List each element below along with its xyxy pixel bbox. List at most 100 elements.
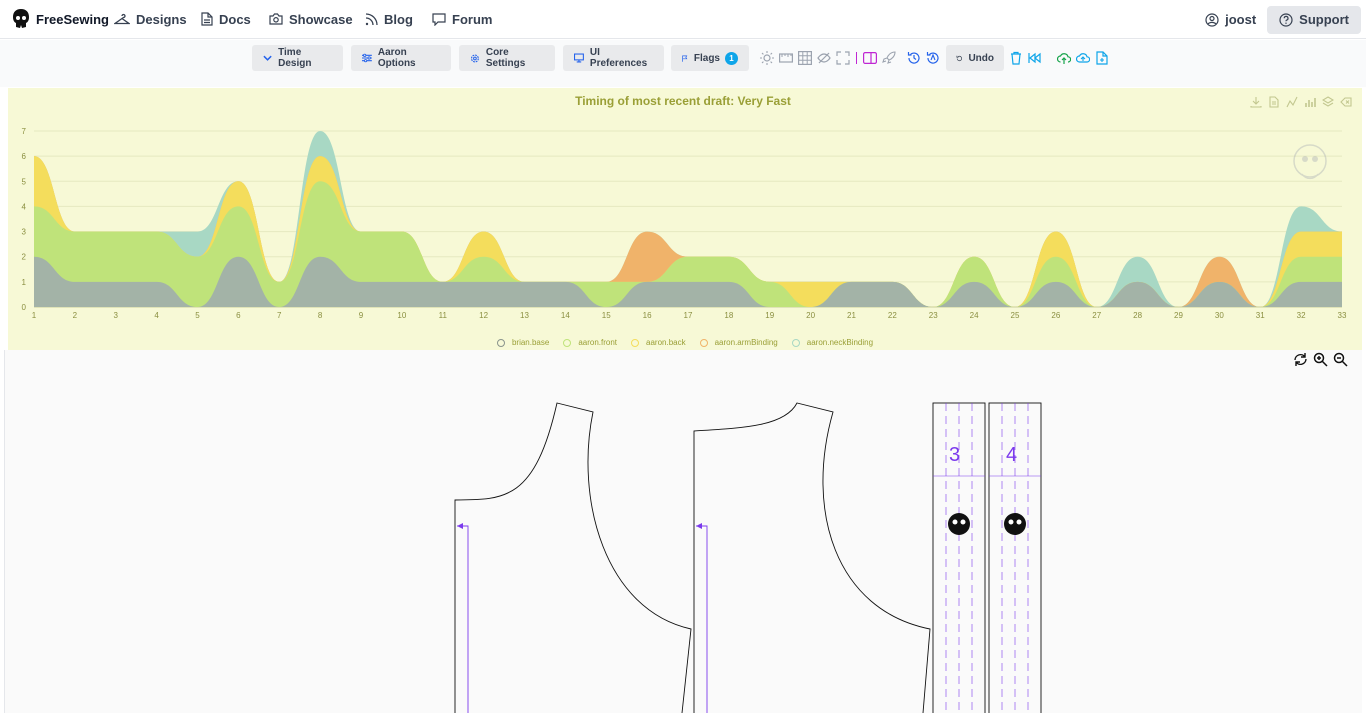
chevron-down-icon (263, 55, 272, 61)
data-view-icon[interactable] (1268, 96, 1280, 108)
undo-label: Undo (968, 52, 994, 64)
arm-binding-piece[interactable] (932, 402, 986, 713)
nav-docs-label: Docs (219, 11, 251, 27)
x-tick-label: 6 (236, 311, 241, 320)
download-icon[interactable] (1250, 96, 1262, 108)
legend-marker-icon (563, 338, 572, 347)
legend-label: brian.base (511, 338, 550, 347)
x-tick-label: 33 (1338, 311, 1347, 320)
area-series-aaron-front[interactable] (34, 181, 1342, 307)
monitor-icon (574, 53, 584, 63)
x-tick-label: 26 (1051, 311, 1060, 320)
nav-showcase[interactable]: Showcase (269, 12, 353, 27)
binding-3-label: 3 (949, 444, 961, 466)
neck-binding-piece[interactable] (988, 402, 1042, 713)
document-add-icon[interactable] (1095, 51, 1109, 65)
x-tick-label: 31 (1256, 311, 1265, 320)
x-tick-label: 15 (602, 311, 611, 320)
x-tick-label: 28 (1133, 311, 1142, 320)
camera-icon (269, 13, 283, 25)
cloud-icon[interactable] (1076, 51, 1090, 65)
x-tick-label: 2 (73, 311, 78, 320)
line-chart-icon[interactable] (1286, 96, 1298, 108)
sun-icon[interactable] (760, 51, 774, 65)
flags-button[interactable]: Flags 1 (671, 45, 749, 71)
stack-icon[interactable] (1322, 96, 1334, 108)
y-tick-label: 0 (22, 303, 27, 312)
nav-docs[interactable]: Docs (201, 12, 251, 27)
trash-icon[interactable] (1009, 51, 1023, 65)
x-tick-label: 1 (32, 311, 37, 320)
top-navbar: FreeSewing Designs Docs Showcase Blog Fo… (0, 0, 1366, 39)
legend-item[interactable]: aaron.front (563, 338, 617, 347)
grainline-arrow-icon (696, 523, 702, 529)
legend-marker-icon (496, 338, 505, 347)
freesewing-logo-icon (13, 9, 29, 28)
x-tick-label: 25 (1011, 311, 1020, 320)
history-icon[interactable] (907, 51, 921, 65)
x-tick-label: 30 (1215, 311, 1224, 320)
y-tick-label: 4 (22, 202, 27, 211)
core-settings-label: Core Settings (485, 47, 526, 69)
core-settings-button[interactable]: Core Settings (459, 45, 555, 71)
flag-icon (682, 55, 688, 62)
aaron-back-piece[interactable] (693, 402, 931, 713)
document-icon (201, 12, 213, 26)
undo-icon (956, 55, 962, 61)
x-tick-label: 14 (561, 311, 570, 320)
y-tick-label: 2 (22, 253, 27, 262)
x-tick-label: 24 (970, 311, 979, 320)
chart-legend: brian.base aaron.front aaron.back aaron.arm… (8, 338, 1362, 347)
area-series-brian-base[interactable] (34, 256, 1342, 307)
reset-icon[interactable] (926, 51, 940, 65)
side-panel-icon[interactable] (863, 51, 877, 65)
x-tick-label: 18 (724, 311, 733, 320)
rocket-icon[interactable] (882, 51, 896, 65)
brand-link[interactable]: FreeSewing (11, 0, 109, 39)
aaron-front-piece[interactable] (454, 402, 692, 713)
y-tick-label: 7 (22, 127, 27, 136)
legend-item[interactable]: aaron.armBinding (699, 338, 778, 347)
zoom-out-icon[interactable] (1333, 352, 1348, 367)
x-tick-label: 16 (643, 311, 652, 320)
legend-item[interactable]: aaron.neckBinding (791, 338, 873, 347)
timing-chart-panel: Timing of most recent draft: Very Fast 0… (8, 88, 1362, 350)
time-design-button[interactable]: Time Design (252, 45, 343, 71)
freesewing-watermark-icon (1293, 144, 1327, 180)
workbench-toolbar: Time Design Aaron Options Core Settings … (0, 40, 1366, 87)
y-tick-label: 1 (22, 278, 27, 287)
reset-view-icon[interactable] (1293, 352, 1308, 367)
gear-icon (470, 54, 479, 62)
bar-chart-icon[interactable] (1304, 96, 1316, 108)
y-tick-label: 5 (22, 177, 27, 186)
user-account-link[interactable]: joost (1205, 12, 1256, 27)
legend-label: aaron.armBinding (714, 338, 778, 347)
legend-label: aaron.front (578, 338, 618, 347)
time-design-label: Time Design (278, 47, 312, 69)
support-button[interactable]: Support (1267, 5, 1361, 34)
ui-preferences-button[interactable]: UI Preferences (563, 45, 664, 71)
nav-forum[interactable]: Forum (432, 12, 492, 27)
eye-off-icon[interactable] (817, 51, 831, 65)
zoom-in-icon[interactable] (1313, 352, 1328, 367)
aaron-options-button[interactable]: Aaron Options (351, 45, 451, 71)
nav-designs[interactable]: Designs (114, 12, 187, 27)
legend-item[interactable]: aaron.back (631, 338, 686, 347)
expand-icon[interactable] (836, 51, 850, 65)
help-circle-icon (1279, 12, 1293, 27)
rewind-icon[interactable] (1028, 51, 1042, 65)
restore-icon[interactable] (1340, 96, 1352, 108)
pattern-canvas[interactable]: 3 4 (4, 350, 1362, 713)
ruler-icon[interactable] (779, 51, 793, 65)
legend-item[interactable]: brian.base (496, 338, 550, 347)
undo-button[interactable]: Undo (946, 45, 1004, 71)
chart-toolbox (1250, 96, 1352, 108)
x-tick-label: 17 (684, 311, 693, 320)
x-tick-label: 9 (359, 311, 364, 320)
cloud-upload-icon[interactable] (1057, 51, 1071, 65)
grid-icon[interactable] (798, 51, 812, 65)
ui-preferences-label: UI Preferences (589, 47, 648, 69)
x-tick-label: 4 (154, 311, 159, 320)
nav-blog[interactable]: Blog (365, 12, 413, 27)
legend-label: aaron.back (646, 338, 686, 347)
